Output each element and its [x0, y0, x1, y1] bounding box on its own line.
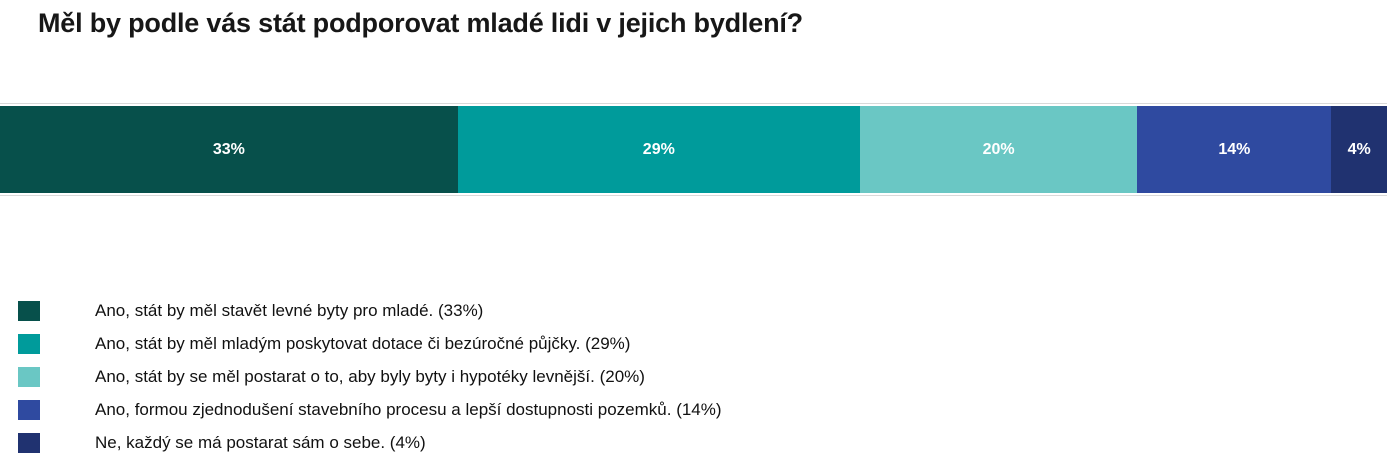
- plot-area: 33% 29% 20% 14% 4%: [0, 103, 1387, 196]
- legend-item-3: Ano, stát by se měl postarat o to, aby b…: [18, 367, 722, 387]
- legend-item-4: Ano, formou zjednodušení stavebního proc…: [18, 400, 722, 420]
- legend-swatch: [18, 334, 40, 354]
- bar-segment-label: 33%: [212, 140, 245, 158]
- bar-segment-label: 20%: [982, 140, 1015, 158]
- legend-item-5: Ne, každý se má postarat sám o sebe. (4%…: [18, 433, 722, 453]
- stacked-bar: 33% 29% 20% 14% 4%: [0, 106, 1387, 193]
- legend-label: Ne, každý se má postarat sám o sebe. (4%…: [95, 433, 426, 452]
- bar-segment-label: 14%: [1218, 140, 1251, 158]
- legend-label: Ano, stát by se měl postarat o to, aby b…: [95, 367, 645, 386]
- bar-segment-5: 4%: [1331, 106, 1387, 193]
- chart-title: Měl by podle vás stát podporovat mladé l…: [38, 8, 803, 38]
- legend-label: Ano, stát by měl stavět levné byty pro m…: [95, 301, 484, 320]
- bar-segment-label: 29%: [642, 140, 675, 158]
- legend-label: Ano, formou zjednodušení stavebního proc…: [95, 400, 722, 419]
- legend-item-2: Ano, stát by měl mladým poskytovat dotac…: [18, 334, 722, 354]
- legend: Ano, stát by měl stavět levné byty pro m…: [18, 301, 722, 453]
- legend-swatch: [18, 433, 40, 453]
- legend-swatch: [18, 367, 40, 387]
- bar-segment-3: 20%: [859, 106, 1138, 193]
- legend-swatch: [18, 400, 40, 420]
- legend-swatch: [18, 301, 40, 321]
- legend-label: Ano, stát by měl mladým poskytovat dotac…: [95, 334, 631, 353]
- bar-segment-2: 29%: [457, 106, 860, 193]
- legend-item-1: Ano, stát by měl stavět levné byty pro m…: [18, 301, 722, 321]
- bar-segment-4: 14%: [1137, 106, 1332, 193]
- bar-segment-label: 4%: [1347, 140, 1371, 158]
- bar-segment-1: 33%: [0, 106, 458, 193]
